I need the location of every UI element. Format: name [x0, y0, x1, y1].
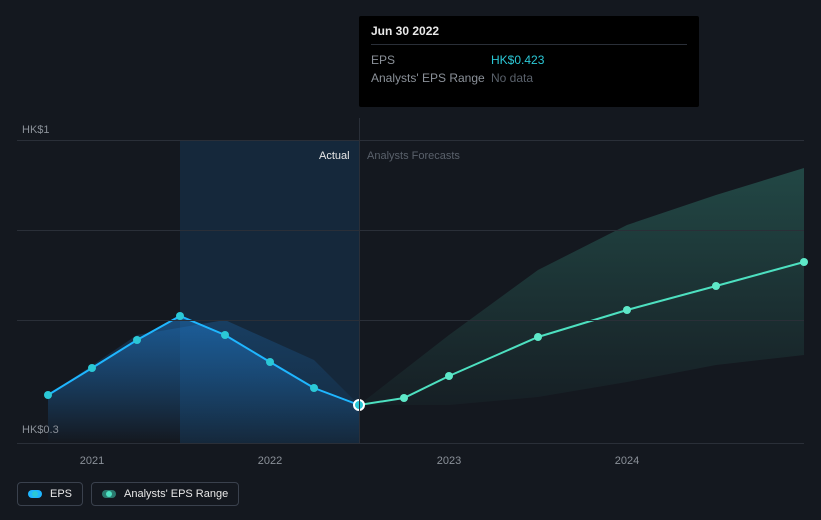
x-tick-label: 2022	[258, 455, 282, 467]
legend-swatch-range	[102, 490, 116, 498]
y-tick-label: HK$0.3	[22, 424, 59, 436]
data-point[interactable]	[133, 336, 141, 344]
actual-forecast-divider	[359, 118, 360, 443]
gridline	[17, 320, 804, 321]
legend-label: EPS	[50, 488, 72, 500]
gridline	[17, 140, 804, 141]
legend-item-eps[interactable]: EPS	[17, 482, 83, 506]
y-tick-label: HK$1	[22, 124, 50, 136]
data-point[interactable]	[623, 306, 631, 314]
data-point[interactable]	[400, 394, 408, 402]
tooltip-value: HK$0.423	[491, 51, 544, 69]
data-point[interactable]	[445, 372, 453, 380]
data-point[interactable]	[310, 384, 318, 392]
legend-label: Analysts' EPS Range	[124, 488, 228, 500]
tooltip-value: No data	[491, 69, 533, 87]
chart-legend: EPS Analysts' EPS Range	[17, 482, 239, 506]
x-tick-label: 2024	[615, 455, 639, 467]
x-tick-label: 2023	[437, 455, 461, 467]
data-point[interactable]	[44, 391, 52, 399]
tooltip-title: Jun 30 2022	[371, 24, 687, 45]
eps-forecast-chart: HK$1 HK$0.3 2021 2022 2023 2024 Actual Analy…	[0, 0, 821, 520]
analyst-range-area	[359, 168, 804, 405]
data-point[interactable]	[534, 333, 542, 341]
data-point[interactable]	[221, 331, 229, 339]
data-point[interactable]	[266, 358, 274, 366]
data-point[interactable]	[712, 282, 720, 290]
tooltip-row-eps: EPS HK$0.423	[371, 51, 687, 69]
data-point[interactable]	[800, 258, 808, 266]
gridline	[17, 230, 804, 231]
legend-swatch-eps	[28, 490, 42, 498]
actual-label: Actual	[319, 150, 350, 162]
forecast-label: Analysts Forecasts	[367, 150, 460, 162]
gridline	[17, 443, 804, 444]
chart-tooltip: Jun 30 2022 EPS HK$0.423 Analysts' EPS R…	[359, 16, 699, 107]
data-point[interactable]	[88, 364, 96, 372]
tooltip-label: EPS	[371, 51, 491, 69]
x-tick-label: 2021	[80, 455, 104, 467]
legend-item-range[interactable]: Analysts' EPS Range	[91, 482, 239, 506]
tooltip-label: Analysts' EPS Range	[371, 69, 491, 87]
data-point[interactable]	[176, 312, 184, 320]
tooltip-row-range: Analysts' EPS Range No data	[371, 69, 687, 87]
